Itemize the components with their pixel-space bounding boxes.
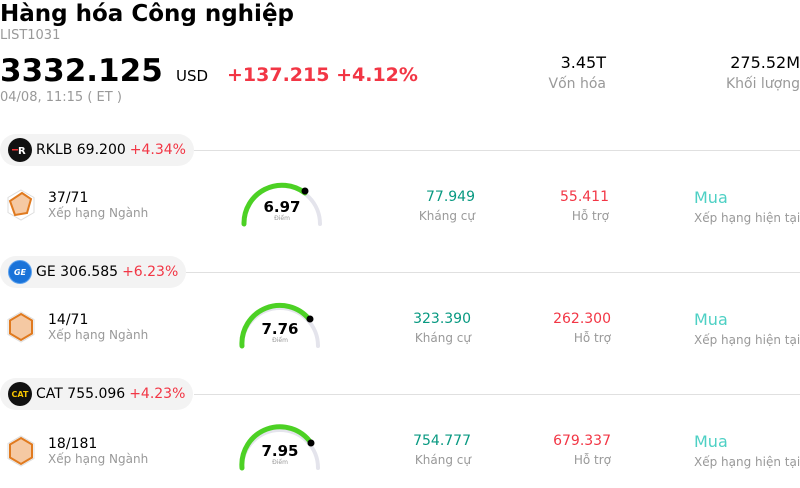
rank-value: 14/71	[48, 312, 89, 328]
support: 679.337 Hỗ trợ	[553, 433, 611, 467]
divider	[194, 150, 800, 151]
index-code: LIST1031	[0, 28, 61, 43]
resistance: 754.777 Kháng cự	[413, 433, 471, 467]
score-label: Điểm	[274, 215, 290, 222]
stock-header-rklb[interactable]: R RKLB 69.200 +4.34%	[0, 134, 194, 166]
index-price: 3332.125	[0, 53, 163, 89]
resistance-label: Kháng cự	[418, 209, 475, 223]
support: 55.411 Hỗ trợ	[560, 189, 609, 223]
stock-pill[interactable]: R RKLB 69.200 +4.34%	[0, 134, 194, 166]
resistance: 323.390 Kháng cự	[413, 311, 471, 345]
change-pct: +4.12%	[336, 64, 418, 86]
stock-pill[interactable]: GE GE 306.585 +6.23%	[0, 256, 187, 288]
industry-rank: 14/71 Xếp hạng Ngành	[6, 310, 148, 344]
market-cap: 3.45T Vốn hóa	[549, 53, 606, 92]
score-gauge: 7.76 Điểm	[238, 302, 328, 350]
rank-value: 37/71	[48, 190, 89, 206]
stock-price: 69.200	[76, 142, 126, 158]
support-value: 262.300	[553, 311, 611, 327]
volume-label: Khối lượng	[725, 76, 800, 92]
resistance: 77.949 Kháng cự	[419, 189, 475, 223]
resistance-value: 754.777	[413, 433, 471, 449]
stock-change: +6.23%	[122, 264, 179, 280]
radar-chart-icon	[7, 435, 35, 467]
stock-change: +4.34%	[129, 142, 186, 158]
rocket-lab-logo-icon: R	[8, 138, 32, 162]
stock-header-cat[interactable]: CAT CAT 755.096 +4.23%	[0, 378, 194, 410]
divider	[186, 272, 800, 273]
rating-value: Mua	[694, 188, 728, 207]
stock-price: 306.585	[60, 264, 119, 280]
divider	[194, 394, 800, 395]
stock-price: 755.096	[67, 386, 126, 402]
score-label: Điểm	[272, 459, 288, 466]
support-value: 679.337	[553, 433, 611, 449]
resistance-label: Kháng cự	[414, 453, 471, 467]
support-label: Hỗ trợ	[573, 453, 611, 467]
current-rating: Mua Xếp hạng hiện tại	[694, 188, 800, 225]
currency: USD	[176, 67, 209, 85]
market-cap-value: 3.45T	[560, 53, 606, 72]
support-value: 55.411	[560, 189, 609, 205]
price-change: +137.215 +4.12%	[227, 64, 418, 86]
score-gauge: 6.97 Điểm	[240, 180, 330, 228]
rank-label: Xếp hạng Ngành	[48, 206, 149, 220]
current-rating: Mua Xếp hạng hiện tại	[694, 432, 800, 469]
rating-label: Xếp hạng hiện tại	[694, 455, 800, 469]
score-value: 7.95	[261, 442, 299, 460]
cat-logo-icon: CAT	[8, 382, 32, 406]
rank-value: 18/181	[48, 436, 98, 452]
score-value: 7.76	[261, 320, 299, 338]
radar-chart-icon	[7, 189, 35, 221]
rating-value: Mua	[694, 432, 728, 451]
timestamp: 04/08, 11:15 ( ET )	[0, 90, 122, 105]
change-abs: +137.215	[227, 64, 330, 86]
stock-symbol: RKLB	[36, 142, 73, 158]
support: 262.300 Hỗ trợ	[553, 311, 611, 345]
stock-symbol: GE	[36, 264, 56, 280]
rank-label: Xếp hạng Ngành	[48, 328, 149, 342]
score-label: Điểm	[272, 337, 288, 344]
radar-chart-icon	[7, 311, 35, 343]
current-rating: Mua Xếp hạng hiện tại	[694, 310, 800, 347]
page-title: Hàng hóa Công nghiệp	[0, 1, 295, 27]
resistance-value: 323.390	[413, 311, 471, 327]
rating-value: Mua	[694, 310, 728, 329]
resistance-label: Kháng cự	[414, 331, 471, 345]
resistance-value: 77.949	[426, 189, 475, 205]
score-gauge: 7.95 Điểm	[238, 424, 328, 472]
rating-label: Xếp hạng hiện tại	[694, 333, 800, 347]
stock-symbol: CAT	[36, 386, 63, 402]
svg-text:R: R	[18, 146, 26, 156]
rank-label: Xếp hạng Ngành	[48, 452, 149, 466]
rating-label: Xếp hạng hiện tại	[694, 211, 800, 225]
industry-rank: 37/71 Xếp hạng Ngành	[6, 188, 148, 222]
ge-logo-icon: GE	[8, 260, 32, 284]
stock-pill[interactable]: CAT CAT 755.096 +4.23%	[0, 378, 194, 410]
market-cap-label: Vốn hóa	[548, 76, 606, 92]
stock-header-ge[interactable]: GE GE 306.585 +6.23%	[0, 256, 187, 288]
industry-rank: 18/181 Xếp hạng Ngành	[6, 434, 148, 468]
support-label: Hỗ trợ	[571, 209, 609, 223]
volume-value: 275.52M	[730, 53, 800, 72]
support-label: Hỗ trợ	[573, 331, 611, 345]
score-value: 6.97	[263, 198, 301, 216]
stock-change: +4.23%	[129, 386, 186, 402]
volume: 275.52M Khối lượng	[726, 53, 800, 92]
